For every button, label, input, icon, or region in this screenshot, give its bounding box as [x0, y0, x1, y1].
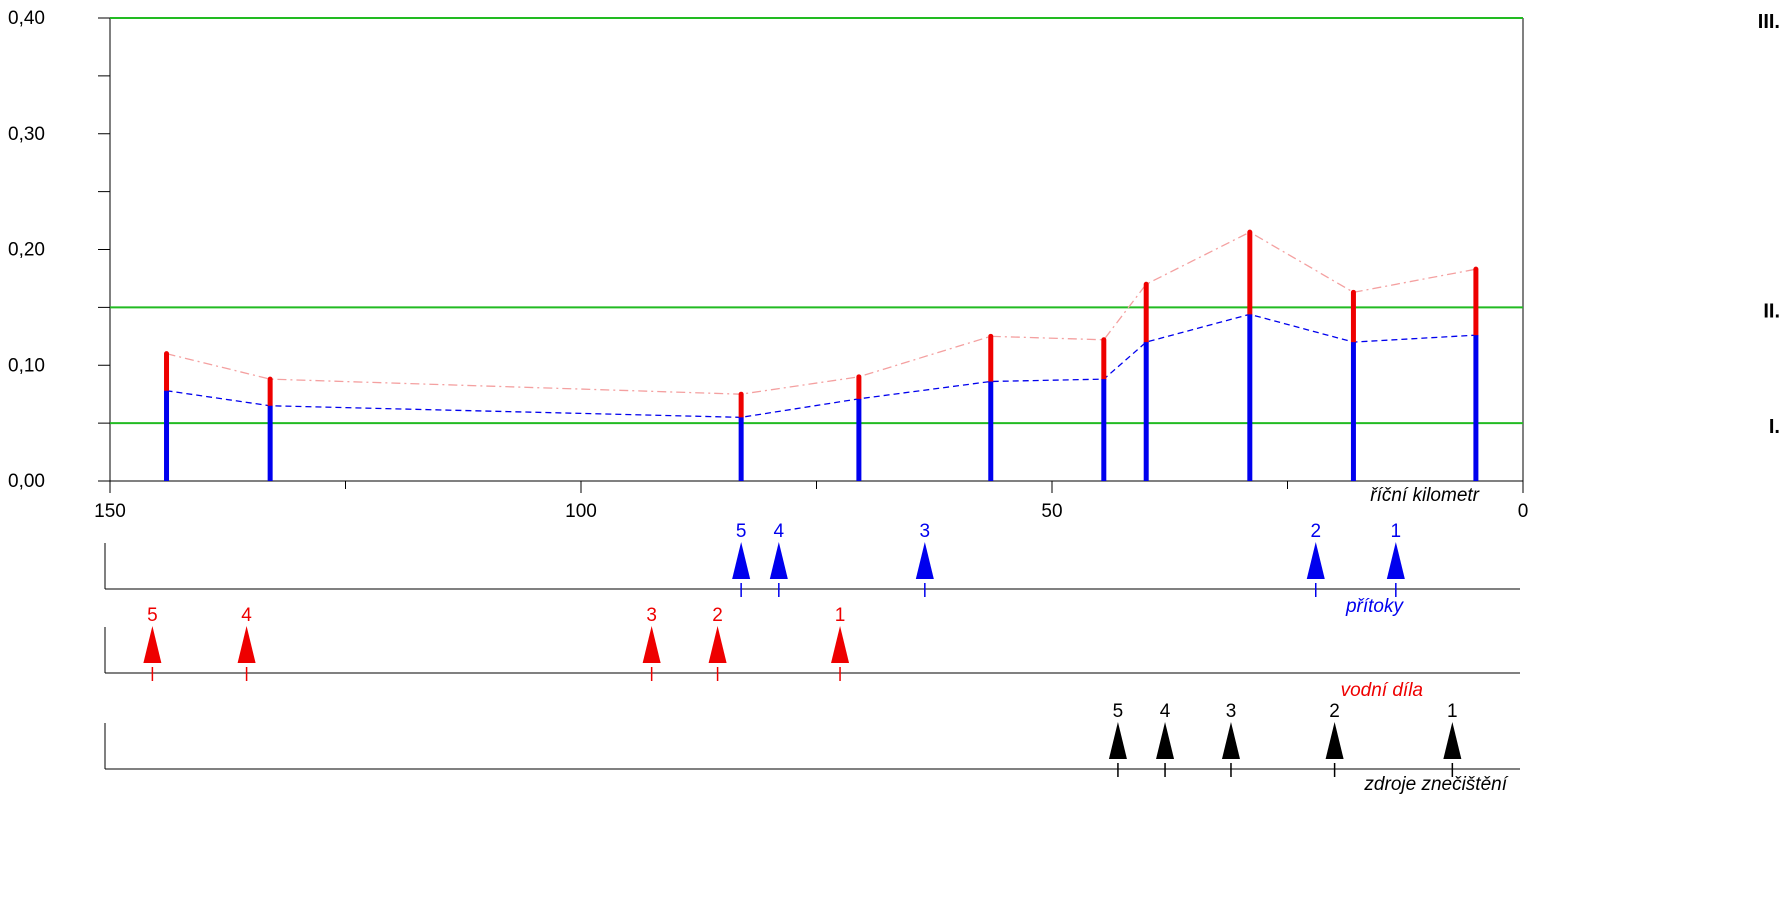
marker-label: 5	[736, 521, 747, 542]
marker-label: 2	[1329, 701, 1340, 722]
y-tick-label: 0,30	[8, 124, 45, 145]
marker-arrow	[915, 542, 934, 579]
y-tick-label: 0,00	[8, 471, 45, 492]
x-tick-label: 0	[1518, 501, 1529, 522]
marker-arrow	[1306, 542, 1325, 579]
marker-label: 3	[920, 521, 931, 542]
marker-label: 1	[1391, 521, 1402, 542]
marker-arrow	[143, 626, 162, 663]
marker-arrow	[1221, 722, 1240, 759]
marker-row-label: přítoky	[1345, 596, 1405, 617]
y-tick-label: 0,10	[8, 355, 45, 376]
x-tick-label: 100	[565, 501, 597, 522]
marker-arrow	[237, 626, 256, 663]
marker-label: 1	[835, 605, 846, 626]
marker-label: 5	[147, 605, 158, 626]
series-2-line	[166, 231, 1477, 395]
marker-label: 5	[1113, 701, 1124, 722]
y-tick-label: 0,20	[8, 240, 45, 261]
marker-label: 2	[1310, 521, 1321, 542]
marker-arrow	[831, 626, 850, 663]
threshold-label: I.	[1769, 416, 1780, 438]
y-tick-label: 0,40	[8, 8, 45, 29]
marker-label: 3	[1226, 701, 1237, 722]
marker-arrow	[708, 626, 727, 663]
marker-label: 4	[774, 521, 785, 542]
marker-label: 4	[1160, 701, 1171, 722]
marker-label: 2	[712, 605, 723, 626]
marker-arrow	[1443, 722, 1462, 759]
x-axis-title: říční kilometr	[1370, 485, 1479, 506]
marker-row-label: zdroje znečištění	[1363, 774, 1508, 795]
marker-arrow	[642, 626, 661, 663]
marker-arrow	[769, 542, 788, 579]
marker-label: 4	[241, 605, 252, 626]
marker-arrow	[1386, 542, 1405, 579]
marker-row-label: vodní díla	[1341, 680, 1423, 701]
x-tick-label: 150	[94, 501, 126, 522]
marker-arrow	[732, 542, 751, 579]
threshold-label: II.	[1763, 300, 1780, 322]
marker-label: 1	[1447, 701, 1458, 722]
series-1-line	[166, 313, 1476, 418]
marker-arrow	[1325, 722, 1344, 759]
x-tick-label: 50	[1041, 501, 1062, 522]
marker-arrow	[1156, 722, 1175, 759]
marker-label: 3	[646, 605, 657, 626]
marker-arrow	[1108, 722, 1127, 759]
threshold-label: III.	[1758, 11, 1780, 33]
